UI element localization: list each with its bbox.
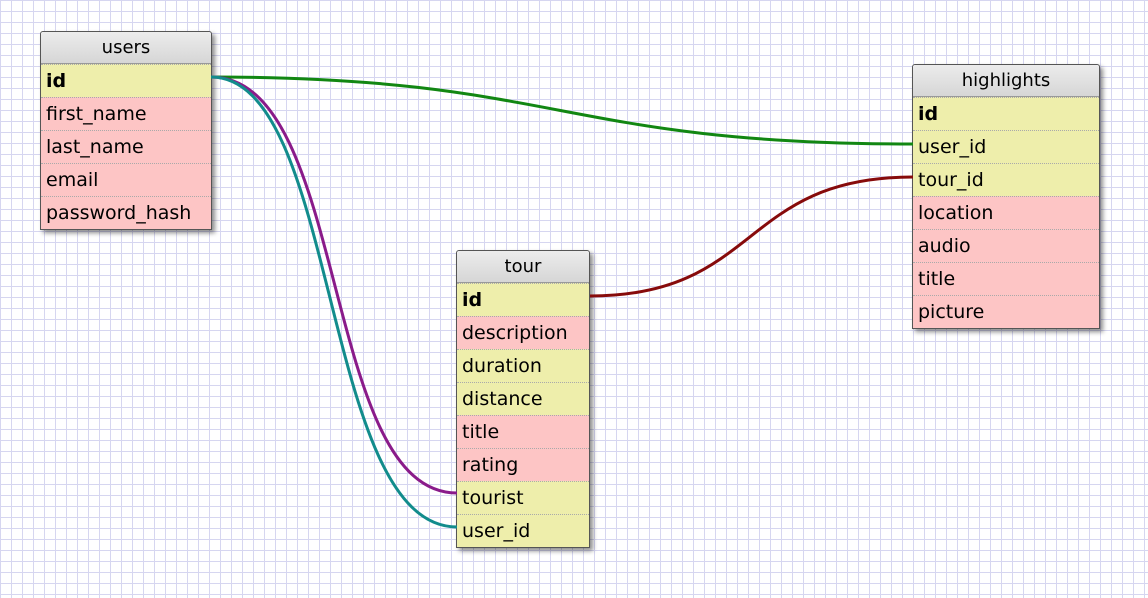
field-row[interactable]: title xyxy=(457,415,589,448)
link-users-id-to-highlights-user-id xyxy=(210,75,914,146)
link-users-id-to-tour-tourist xyxy=(210,75,458,495)
link-users-id-to-tour-user-id xyxy=(210,75,458,529)
field-row[interactable]: id xyxy=(457,283,589,316)
field-row[interactable]: first_name xyxy=(41,97,211,130)
highlights-table[interactable]: highlights id user_id tour_id location a… xyxy=(912,64,1100,329)
tour-table[interactable]: tour id description duration distance ti… xyxy=(456,250,590,548)
field-row[interactable]: id xyxy=(41,64,211,97)
users-table[interactable]: users id first_name last_name email pass… xyxy=(40,31,212,230)
field-row[interactable]: tourist xyxy=(457,481,589,514)
field-row[interactable]: duration xyxy=(457,349,589,382)
field-row[interactable]: last_name xyxy=(41,130,211,163)
field-row[interactable]: id xyxy=(913,97,1099,130)
tour-table-title: tour xyxy=(457,251,589,283)
field-row[interactable]: location xyxy=(913,196,1099,229)
link-tour-id-to-highlights-tour-id xyxy=(589,175,914,298)
field-row[interactable]: user_id xyxy=(913,130,1099,163)
field-row[interactable]: audio xyxy=(913,229,1099,262)
field-row[interactable]: password_hash xyxy=(41,196,211,229)
field-row[interactable]: tour_id xyxy=(913,163,1099,196)
field-row[interactable]: email xyxy=(41,163,211,196)
users-table-title: users xyxy=(41,32,211,64)
field-row[interactable]: description xyxy=(457,316,589,349)
field-row[interactable]: distance xyxy=(457,382,589,415)
field-row[interactable]: title xyxy=(913,262,1099,295)
field-row[interactable]: user_id xyxy=(457,514,589,547)
field-row[interactable]: rating xyxy=(457,448,589,481)
highlights-table-title: highlights xyxy=(913,65,1099,97)
field-row[interactable]: picture xyxy=(913,295,1099,328)
